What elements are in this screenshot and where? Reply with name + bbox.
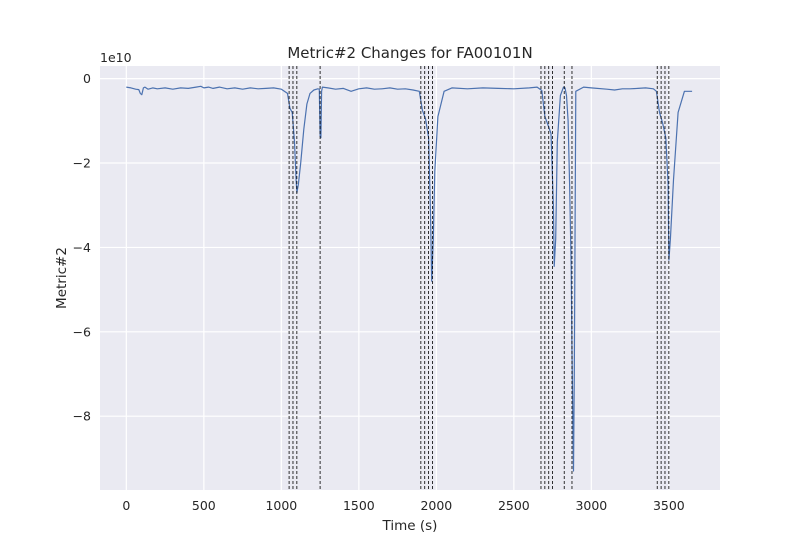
x-tick-label: 500 xyxy=(192,498,216,513)
x-tick-label: 1000 xyxy=(265,498,297,513)
tick-labels: 0 500 1000 1500 2000 2500 3000 3500 0 −2 −4 −6 −8 xyxy=(73,71,685,513)
y-tick-label: −8 xyxy=(73,409,91,424)
series-layer xyxy=(126,85,693,472)
x-tick-label: 2500 xyxy=(498,498,530,513)
plot-background xyxy=(100,66,720,490)
grid xyxy=(100,66,720,490)
x-tick-label: 2000 xyxy=(420,498,452,513)
x-tick-label: 1500 xyxy=(343,498,375,513)
x-tick-label: 3000 xyxy=(575,498,607,513)
y-scale-exponent: 1e10 xyxy=(100,50,132,65)
x-tick-label: 0 xyxy=(122,498,130,513)
y-axis-label: Metric#2 xyxy=(54,247,70,309)
chart-title: Metric#2 Changes for FA00101N xyxy=(287,44,532,62)
y-tick-label: 0 xyxy=(83,71,91,86)
series-line xyxy=(126,85,693,472)
changepoint-lines xyxy=(288,66,670,490)
x-axis-label: Time (s) xyxy=(382,518,438,534)
y-tick-label: −4 xyxy=(73,240,91,255)
y-tick-label: −2 xyxy=(73,156,91,171)
x-tick-label: 3500 xyxy=(653,498,685,513)
y-tick-label: −6 xyxy=(73,324,91,339)
